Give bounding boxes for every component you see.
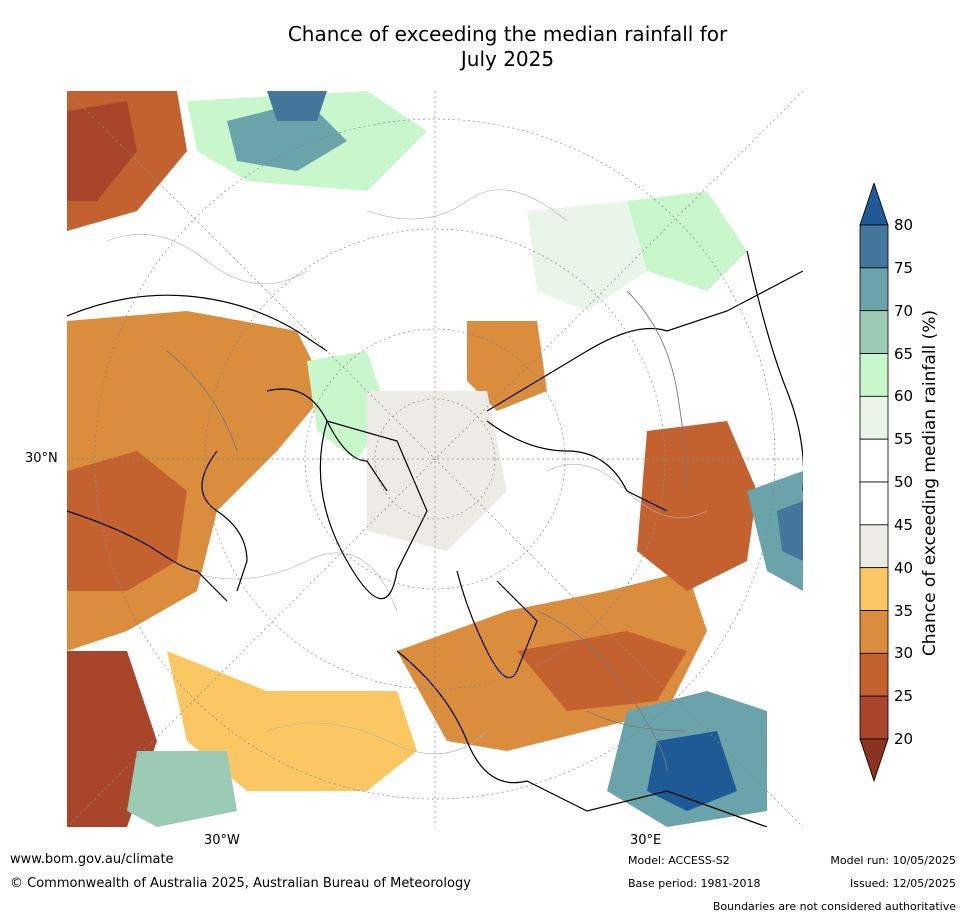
colorbar-segment xyxy=(859,610,889,654)
region-pacific-dry-core xyxy=(67,101,137,201)
colorbar-tick-label: 50 xyxy=(894,473,914,491)
colorbar-segment xyxy=(859,695,889,740)
region-europe-dry-core xyxy=(517,631,687,711)
region-mediterranean-wet-core xyxy=(647,731,737,811)
colorbar-segment xyxy=(859,267,889,312)
lon-label-30w: 30°W xyxy=(204,833,240,848)
region-asia-dry xyxy=(637,421,757,591)
footer-disclaimer: Boundaries are not considered authoritat… xyxy=(712,900,956,913)
colorbar-tick-label: 70 xyxy=(894,301,914,320)
colorbar-tick-label: 65 xyxy=(894,344,914,363)
coast-siberia xyxy=(486,270,803,412)
colorbar-title: Chance of exceeding median rainfall (%) xyxy=(920,309,940,657)
region-south-pacific-wet xyxy=(127,751,237,827)
graticule xyxy=(67,91,803,827)
footer-model-run: Model run: 10/05/2025 xyxy=(830,854,956,867)
coastlines xyxy=(67,250,803,827)
coast-north-america-west xyxy=(67,294,328,352)
colorbar-tick-label: 75 xyxy=(894,258,914,277)
colorbar-segments xyxy=(859,224,889,740)
region-atlantic-dry xyxy=(167,651,417,791)
colorbar-segment xyxy=(859,481,889,526)
coast-europe xyxy=(396,650,768,827)
colorbar-segment xyxy=(859,224,889,269)
colorbar-tick-label: 30 xyxy=(894,644,914,663)
colorbar-tick-label: 25 xyxy=(894,687,914,706)
colorbar-segment xyxy=(859,438,889,483)
coast-gulf xyxy=(67,510,228,602)
colorbar-tick-label: 20 xyxy=(894,730,914,748)
region-east-asia-wet xyxy=(747,471,803,591)
colorbar-segment xyxy=(859,310,889,354)
footer-base-period: Base period: 1981-2018 xyxy=(628,877,761,890)
coast-hudson-bay xyxy=(201,450,248,592)
colorbar-segment xyxy=(859,395,889,440)
footer-url: www.bom.gov.au/climate xyxy=(10,852,174,867)
region-east-asia-wet-core xyxy=(777,501,803,561)
coast-east-asia xyxy=(746,250,803,491)
title-line-1: Chance of exceeding the median rainfall … xyxy=(287,22,728,46)
rainfall-map xyxy=(67,91,803,827)
lat-label-30n: 30°N xyxy=(25,451,58,466)
colorbar-tick-label: 40 xyxy=(894,558,914,577)
title-line-2: July 2025 xyxy=(460,47,555,71)
region-arctic-neutral xyxy=(367,391,507,551)
region-central-america-dry xyxy=(67,451,187,591)
region-siberia-wet xyxy=(627,191,747,291)
colorbar-segment xyxy=(859,567,889,611)
colorbar-tick-label: 80 xyxy=(894,216,914,234)
map-regions xyxy=(67,91,803,827)
map-title: Chance of exceeding the median rainfall … xyxy=(200,22,815,72)
footer-copyright: © Commonwealth of Australia 2025, Austra… xyxy=(10,876,471,891)
colorbar-tick-label: 35 xyxy=(894,601,914,620)
coast-europe-north xyxy=(486,420,668,512)
country-borders xyxy=(166,290,688,772)
colorbar-under-arrow xyxy=(859,738,889,783)
colorbar-over-arrow xyxy=(859,183,889,226)
region-north-eurasia-neutral xyxy=(527,201,647,311)
footer-issued: Issued: 12/05/2025 xyxy=(849,877,956,890)
coast-greenland xyxy=(319,420,428,600)
colorbar-tick-label: 60 xyxy=(894,387,914,406)
colorbar-segment xyxy=(859,652,889,697)
lon-label-30e: 30°E xyxy=(630,833,662,848)
colorbar xyxy=(859,183,889,783)
colorbar-segment xyxy=(859,353,889,397)
footer-model: Model: ACCESS-S2 xyxy=(628,854,730,867)
colorbar-tick-label: 55 xyxy=(894,430,914,449)
colorbar-segment xyxy=(859,524,889,569)
region-aleutian-wet xyxy=(267,91,327,121)
colorbar-tick-label: 45 xyxy=(894,515,914,534)
region-arctic-dry xyxy=(467,321,547,411)
